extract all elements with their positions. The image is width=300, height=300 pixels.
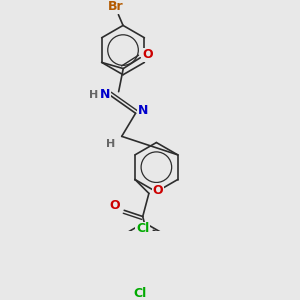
Text: H: H [89, 90, 99, 100]
Text: Cl: Cl [136, 222, 149, 235]
Text: N: N [138, 104, 148, 117]
Text: Br: Br [107, 0, 123, 14]
Text: H: H [106, 139, 116, 149]
Text: O: O [142, 48, 153, 61]
Text: N: N [100, 88, 110, 101]
Text: O: O [153, 184, 164, 197]
Text: O: O [110, 199, 120, 212]
Text: Cl: Cl [133, 287, 146, 300]
